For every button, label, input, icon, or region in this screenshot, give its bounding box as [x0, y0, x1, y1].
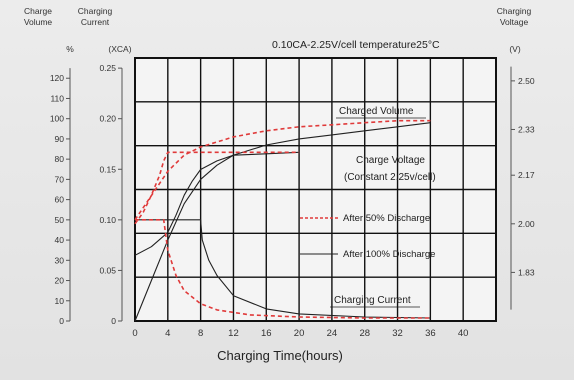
volume-tick-label: 0 [59, 316, 64, 326]
volume-tick-label: 40 [55, 235, 65, 245]
x-tick-label: 28 [359, 328, 370, 339]
voltage-tick-label: 1.83 [518, 267, 535, 277]
x-axis-title: Charging Time(hours) [217, 348, 343, 363]
volume-tick-label: 60 [55, 195, 65, 205]
test-condition-annotation: 0.10CA-2.25V/cell temperature25°C [272, 39, 440, 51]
voltage-tick-label: 2.00 [518, 219, 535, 229]
voltage-axis-unit: (V) [509, 44, 521, 54]
volume-axis-unit: % [66, 44, 74, 54]
x-tick-label: 8 [198, 328, 203, 339]
charge-voltage-50pct-line [134, 151, 300, 225]
volume-tick-label: 20 [55, 276, 65, 286]
voltage-axis-header-1: Charging [497, 6, 532, 16]
current-axis-header-2: Current [81, 17, 110, 27]
charged-volume-label: Charged Volume [339, 106, 414, 117]
voltage-tick-label: 2.33 [518, 124, 535, 134]
voltage-tick-label: 2.17 [518, 170, 535, 180]
volume-tick-label: 110 [50, 93, 64, 103]
voltage-tick-label: 2.50 [518, 76, 535, 86]
volume-tick-label: 100 [50, 114, 64, 124]
legend-label-50: After 50% Discharge [343, 213, 430, 224]
series-group [134, 119, 431, 322]
volume-tick-label: 50 [55, 215, 65, 225]
axes-group: 0 4 8 12 16 20 24 28 32 36 40 0 10 20 30 40 50 60 70 80 90 10… [50, 63, 535, 339]
charging-current-50pct-line [135, 219, 431, 319]
legend: After 50% Discharge After 100% Discharge [300, 213, 435, 260]
charge-voltage-label: Charge Voltage [356, 155, 425, 166]
x-tick-label: 16 [261, 328, 272, 339]
volume-tick-label: 70 [55, 174, 65, 184]
volume-axis-header-2: Volume [24, 17, 53, 27]
current-tick-label: 0.05 [99, 265, 116, 275]
current-tick-label: 0.10 [99, 215, 116, 225]
x-tick-label: 24 [327, 328, 338, 339]
x-tick-label: 4 [165, 328, 170, 339]
current-tick-label: 0.20 [99, 114, 116, 124]
charging-current-100pct-line [135, 219, 431, 319]
x-tick-label: 12 [228, 328, 239, 339]
legend-label-100: After 100% Discharge [343, 249, 435, 260]
volume-tick-label: 30 [55, 255, 65, 265]
x-tick-label: 20 [294, 328, 305, 339]
current-tick-label: 0.25 [99, 63, 116, 73]
current-axis-header-1: Charging [78, 6, 113, 16]
voltage-axis-header-2: Voltage [500, 17, 529, 27]
charging-current-label: Charging Current [334, 295, 411, 306]
volume-tick-label: 10 [55, 296, 65, 306]
charge-voltage-sublabel: (Constant 2.25v/cell) [344, 172, 436, 183]
x-tick-label: 36 [425, 328, 436, 339]
volume-tick-label: 120 [50, 73, 64, 83]
plot-grid [134, 57, 497, 322]
current-axis-unit: (XCA) [108, 44, 131, 54]
x-tick-label: 40 [458, 328, 469, 339]
volume-axis-header-1: Charge [24, 6, 52, 16]
current-tick-label: 0.15 [99, 164, 116, 174]
charge-voltage-100pct-line [134, 151, 300, 256]
current-tick-label: 0 [111, 316, 116, 326]
volume-tick-label: 80 [55, 154, 65, 164]
volume-tick-label: 90 [55, 134, 65, 144]
x-tick-label: 32 [392, 328, 403, 339]
x-tick-label: 0 [132, 328, 137, 339]
